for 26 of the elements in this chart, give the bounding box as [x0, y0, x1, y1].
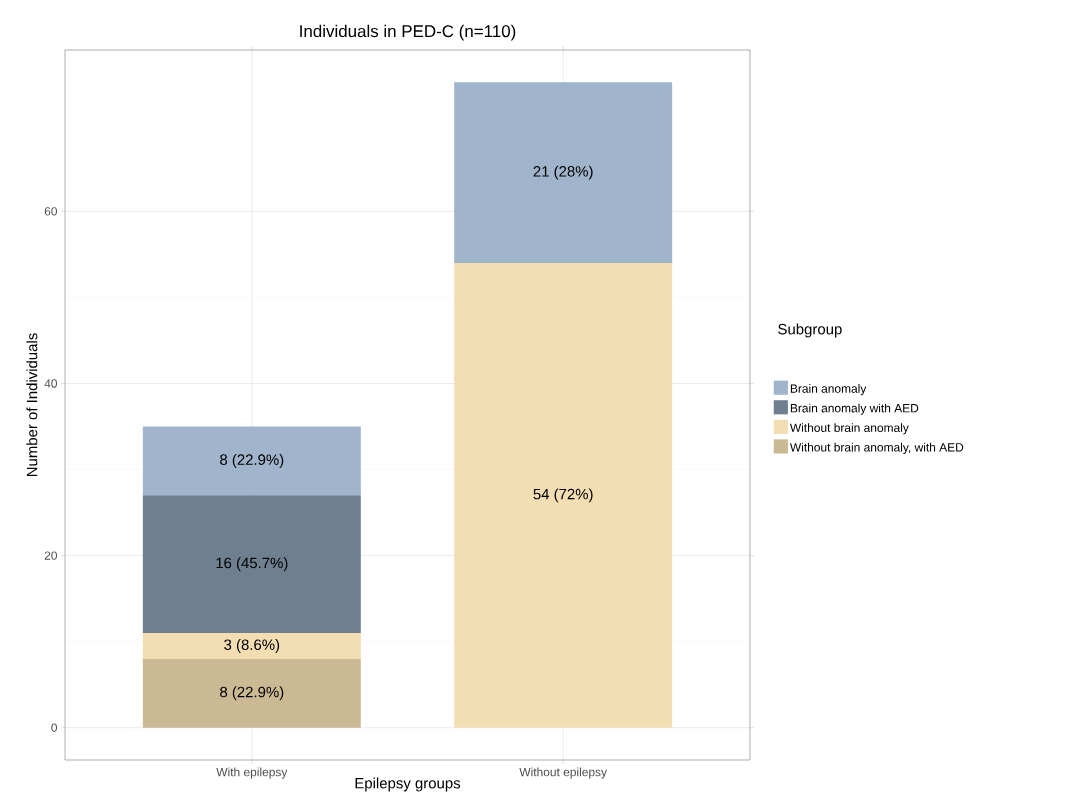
y-tick-label: 60	[44, 207, 58, 216]
bar	[454, 263, 673, 728]
data-label: 3 (8.6%)	[224, 639, 280, 653]
chart-title: Individuals in PED-C (n=110)	[300, 24, 516, 41]
bar	[142, 633, 361, 659]
x-tick-label: Without epilepsy	[519, 767, 607, 779]
x-axis-title: Epilepsy groups	[355, 777, 461, 792]
data-label: 54 (72%)	[533, 488, 593, 503]
y-axis-title: Number of Individuals	[26, 333, 38, 477]
legend-title: Subgroup	[778, 323, 842, 338]
y-tick-label: 40	[44, 379, 58, 388]
data-label: 21 (28%)	[533, 165, 593, 180]
y-tick-label: 20	[44, 551, 58, 560]
legend-label: Without brain anomaly	[789, 423, 909, 435]
legend-label: Without brain anomaly, with AED	[789, 442, 964, 454]
data-label: 16 (45.7%)	[216, 557, 288, 572]
x-tick-label: With epilepsy	[216, 767, 288, 779]
legend-label: Brain anomaly	[790, 384, 867, 396]
bar	[454, 82, 673, 263]
legend-label: Brain anomaly with AED	[790, 403, 919, 415]
bar	[142, 658, 361, 728]
data-label: 8 (22.9%)	[220, 686, 284, 701]
bar	[142, 495, 361, 634]
data-label: 8 (22.9%)	[220, 453, 284, 468]
bar	[142, 426, 361, 496]
y-tick-label: 0	[51, 723, 58, 732]
